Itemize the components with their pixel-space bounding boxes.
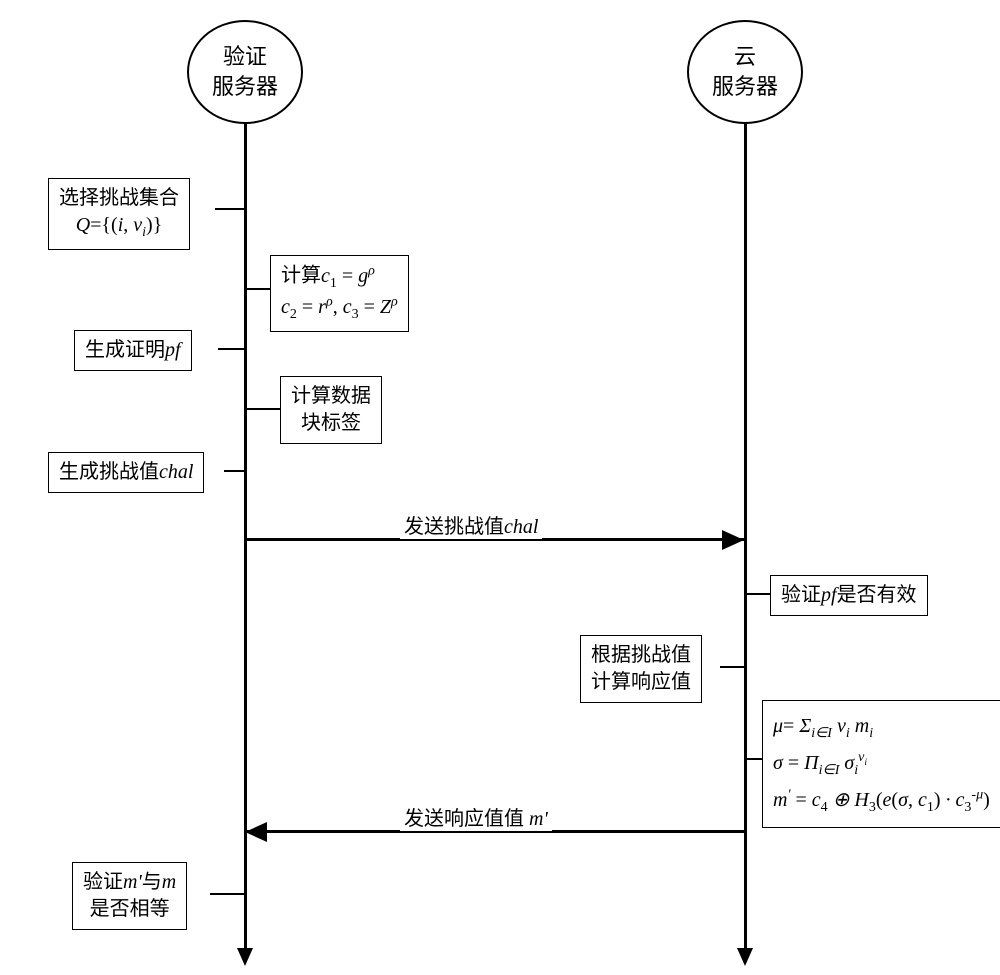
tick-select-challenge [215, 208, 245, 210]
box-gen-chal: 生成挑战值chal [48, 452, 204, 493]
verify-pf-pre: 验证 [781, 584, 821, 606]
msg-send-response-label: 发送响应值值 m' [400, 802, 552, 831]
send-response-math: m' [529, 808, 548, 830]
box-compute-tag: 计算数据 块标签 [280, 376, 382, 444]
actor-verifier: 验证 服务器 [187, 20, 303, 124]
box-response-math: μ= Σi∈I vi mi σ = Πi∈I σivi m' = c4 ⊕ H3… [762, 700, 1000, 828]
tick-response-math [746, 758, 762, 760]
compute-c-prefix: 计算 [281, 265, 321, 287]
gen-proof-math: pf [165, 339, 181, 361]
send-chal-text: 发送挑战值 [404, 516, 504, 538]
verify-m-pre: 验证 [83, 871, 123, 893]
actor-cloud: 云 服务器 [687, 20, 803, 124]
box-verify-m: 验证m'与m 是否相等 [72, 862, 187, 930]
tick-compute-c [246, 288, 270, 290]
tick-gen-proof [218, 348, 245, 350]
compute-tag-line1: 计算数据 [291, 385, 371, 407]
verify-m-line2: 是否相等 [90, 898, 170, 920]
tick-compute-tag [246, 408, 280, 410]
actor-cloud-label1: 云 [734, 44, 756, 69]
tick-verify-pf [746, 593, 770, 595]
actor-cloud-circle: 云 服务器 [687, 20, 803, 124]
gen-chal-math: chal [159, 461, 193, 483]
actor-cloud-label2: 服务器 [712, 74, 778, 99]
box-gen-proof: 生成证明pf [74, 330, 192, 371]
box-compute-response: 根据挑战值 计算响应值 [580, 635, 702, 703]
send-response-text: 发送响应值值 [404, 808, 529, 830]
gen-chal-text: 生成挑战值 [59, 461, 159, 483]
box-verify-pf: 验证pf是否有效 [770, 575, 928, 616]
msg-send-chal-arrow [722, 530, 744, 550]
send-chal-math: chal [504, 516, 538, 538]
verify-pf-math: pf [821, 584, 837, 606]
lifeline-cloud-arrow [737, 948, 753, 966]
actor-verifier-label1: 验证 [223, 44, 267, 69]
compute-tag-line2: 块标签 [301, 412, 361, 434]
box-select-challenge: 选择挑战集合 Q={(i, vi)} [48, 178, 190, 250]
actor-verifier-label2: 服务器 [212, 74, 278, 99]
compute-response-line2: 计算响应值 [591, 671, 691, 693]
tick-compute-response [720, 666, 745, 668]
tick-gen-chal [224, 470, 245, 472]
verify-pf-post: 是否有效 [837, 584, 917, 606]
select-challenge-line1: 选择挑战集合 [59, 187, 179, 209]
actor-verifier-circle: 验证 服务器 [187, 20, 303, 124]
sequence-diagram: 验证 服务器 云 服务器 选择挑战集合 Q={(i, vi)} 计算c1 = g… [0, 0, 1000, 975]
compute-response-line1: 根据挑战值 [591, 644, 691, 666]
box-compute-c: 计算c1 = gρ c2 = rρ, c3 = Zρ [270, 255, 409, 332]
tick-verify-m [210, 893, 245, 895]
gen-proof-text: 生成证明 [85, 339, 165, 361]
msg-send-response-arrow [245, 822, 267, 842]
verify-m-mid: 与 [142, 871, 162, 893]
msg-send-chal-label: 发送挑战值chal [400, 510, 542, 539]
lifeline-verifier-arrow [237, 948, 253, 966]
